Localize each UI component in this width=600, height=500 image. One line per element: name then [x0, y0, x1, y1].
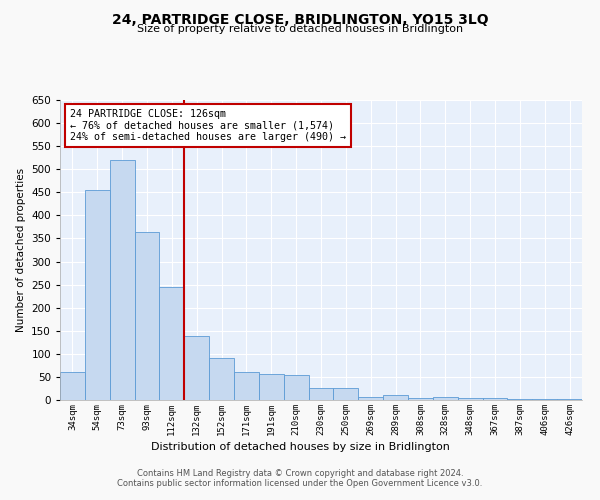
Bar	[458, 398, 482, 400]
Bar	[134, 232, 160, 400]
Bar	[60, 372, 85, 400]
Bar	[85, 190, 110, 400]
Bar	[557, 399, 582, 400]
Bar	[383, 396, 408, 400]
Bar	[234, 372, 259, 400]
Text: Size of property relative to detached houses in Bridlington: Size of property relative to detached ho…	[137, 24, 463, 34]
Bar	[184, 336, 209, 400]
Text: Distribution of detached houses by size in Bridlington: Distribution of detached houses by size …	[151, 442, 449, 452]
Bar	[209, 358, 234, 400]
Bar	[259, 374, 284, 400]
Bar	[308, 388, 334, 400]
Text: 24, PARTRIDGE CLOSE, BRIDLINGTON, YO15 3LQ: 24, PARTRIDGE CLOSE, BRIDLINGTON, YO15 3…	[112, 12, 488, 26]
Bar	[334, 388, 358, 400]
Bar	[408, 398, 433, 400]
Text: Contains HM Land Registry data © Crown copyright and database right 2024.: Contains HM Land Registry data © Crown c…	[137, 468, 463, 477]
Bar	[482, 398, 508, 400]
Text: Contains public sector information licensed under the Open Government Licence v3: Contains public sector information licen…	[118, 478, 482, 488]
Bar	[508, 398, 532, 400]
Bar	[284, 374, 308, 400]
Y-axis label: Number of detached properties: Number of detached properties	[16, 168, 26, 332]
Text: 24 PARTRIDGE CLOSE: 126sqm
← 76% of detached houses are smaller (1,574)
24% of s: 24 PARTRIDGE CLOSE: 126sqm ← 76% of deta…	[70, 109, 346, 142]
Bar	[358, 397, 383, 400]
Bar	[532, 399, 557, 400]
Bar	[160, 287, 184, 400]
Bar	[110, 160, 134, 400]
Bar	[433, 397, 458, 400]
